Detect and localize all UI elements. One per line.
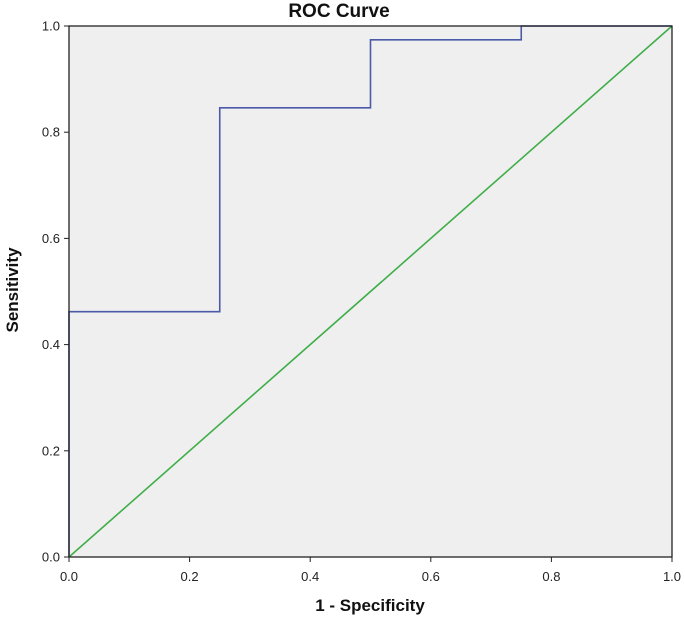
y-tick-label: 0.0	[42, 550, 60, 565]
plot-frame	[68, 25, 673, 558]
y-tick-label: 1.0	[42, 19, 60, 34]
x-tick-label: 0.2	[181, 569, 199, 584]
x-tick-label: 0.8	[542, 569, 560, 584]
y-tick-label: 0.2	[42, 443, 60, 458]
x-axis-ticks: 0.0 0.2 0.4 0.6 0.8 1.0	[60, 557, 681, 584]
y-axis-ticks: 0.0 0.2 0.4 0.6 0.8 1.0	[42, 19, 69, 565]
y-tick-label: 0.4	[42, 337, 60, 352]
chart-title: ROC Curve	[288, 1, 389, 22]
y-tick-label: 0.6	[42, 231, 60, 246]
roc-curve-line	[68, 25, 672, 557]
x-tick-label: 0.4	[301, 569, 319, 584]
series-layer	[68, 25, 673, 558]
x-tick-label: 0.6	[422, 569, 440, 584]
x-axis-label: 1 - Specificity	[315, 596, 425, 615]
x-tick-label: 0.0	[60, 569, 78, 584]
y-tick-label: 0.8	[42, 125, 60, 140]
x-tick-label: 1.0	[663, 569, 681, 584]
y-axis-label: Sensitivity	[3, 247, 22, 333]
reference-diagonal-line	[68, 25, 673, 558]
